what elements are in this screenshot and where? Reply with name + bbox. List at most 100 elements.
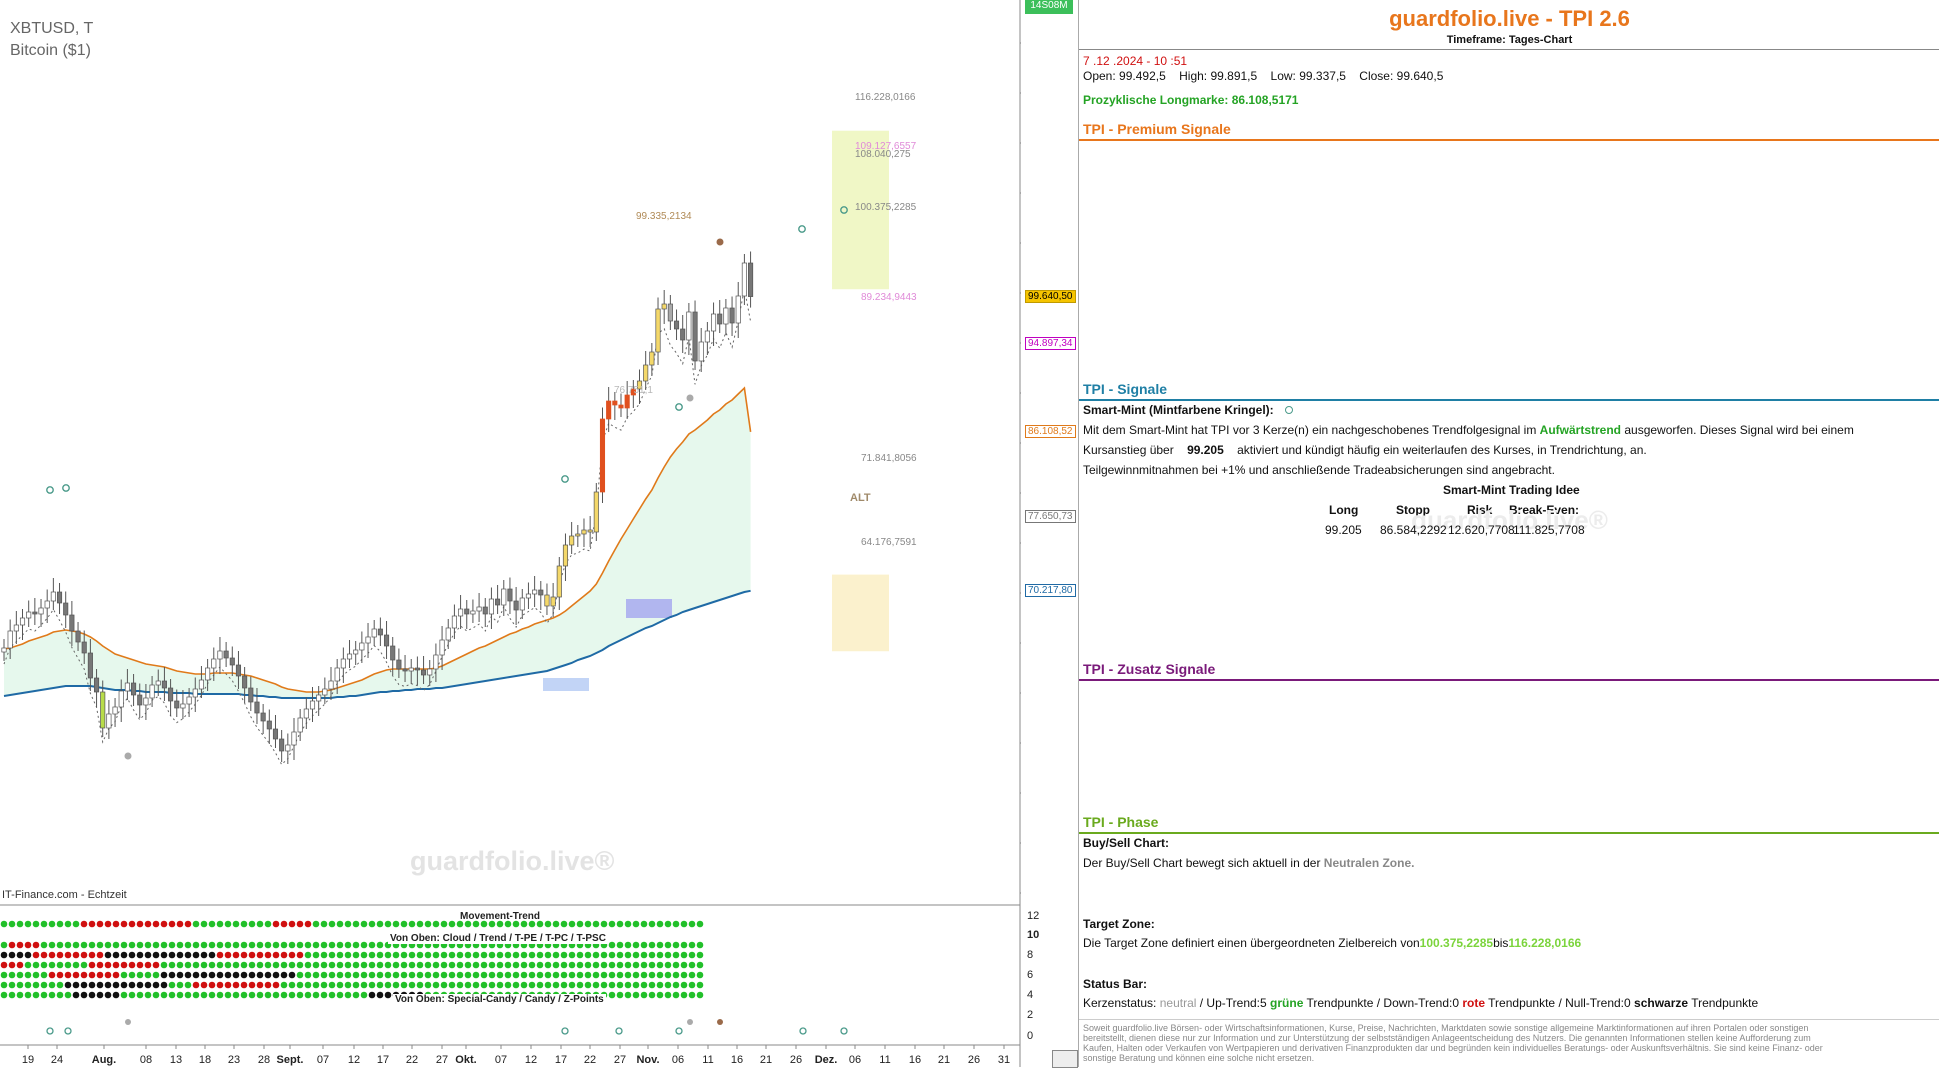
trend-point <box>104 981 112 989</box>
trend-point <box>32 941 40 949</box>
idea-value-stopp: 86.584,2292 <box>1380 523 1447 537</box>
candle-body <box>501 588 507 606</box>
trend-point <box>144 961 152 969</box>
trend-point <box>680 941 688 949</box>
trend-point <box>464 971 472 979</box>
trend-point <box>136 981 144 989</box>
trend-point <box>8 951 16 959</box>
candle-body <box>254 701 260 714</box>
trend-point <box>480 961 488 969</box>
trend-point <box>160 951 168 959</box>
tz-to: 116.228,0166 <box>1508 936 1582 950</box>
candle-body <box>297 717 303 733</box>
chart-settings-icon[interactable] <box>1052 1050 1078 1068</box>
trend-point <box>136 951 144 959</box>
trend-point <box>16 971 24 979</box>
trend-point <box>272 981 280 989</box>
mint-circle-marker <box>840 206 848 214</box>
x-tick-label: 07 <box>495 1054 507 1066</box>
trend-point <box>160 941 168 949</box>
sb-head: Status Bar: <box>1083 977 1148 991</box>
trend-point <box>216 981 224 989</box>
trend-point <box>584 961 592 969</box>
trend-point <box>408 920 416 928</box>
candle-body <box>359 642 365 651</box>
trend-point <box>128 981 136 989</box>
trend-point <box>384 991 392 999</box>
trend-point <box>0 920 8 928</box>
trend-point <box>616 941 624 949</box>
panel-title: guardfolio.live - TPI 2.6 <box>1389 6 1630 31</box>
trend-point <box>416 951 424 959</box>
trend-point <box>384 951 392 959</box>
trend-point <box>16 951 24 959</box>
idea-header-long: Long <box>1329 503 1359 517</box>
trend-point <box>128 971 136 979</box>
trend-point <box>56 920 64 928</box>
candle-body <box>618 404 624 409</box>
open-value: 99.492,5 <box>1119 69 1166 83</box>
trend-point <box>480 981 488 989</box>
candle-body <box>550 596 556 607</box>
trend-point <box>248 951 256 959</box>
trend-point <box>232 961 240 969</box>
trend-point <box>616 971 624 979</box>
trend-point <box>312 991 320 999</box>
candle-body <box>482 606 488 615</box>
trend-point <box>408 971 416 979</box>
trend-point <box>328 920 336 928</box>
trend-point <box>192 991 200 999</box>
trend-point <box>0 981 8 989</box>
trend-point <box>8 961 16 969</box>
trend-point <box>656 941 664 949</box>
trend-point <box>240 920 248 928</box>
trend-point <box>328 961 336 969</box>
indicator-axis-label: 6 <box>1027 969 1034 981</box>
trend-point <box>8 991 16 999</box>
trend-point <box>424 951 432 959</box>
chart-area[interactable]: 125.000120.000115.000110.000105.000100.0… <box>0 0 1021 1067</box>
annotation-label: ALT <box>850 492 871 504</box>
candle-body <box>513 600 519 611</box>
trend-point <box>520 971 528 979</box>
candle-body <box>13 624 19 632</box>
candle-body <box>19 617 26 626</box>
price-chart[interactable]: 125.000120.000115.000110.000105.000100.0… <box>0 0 1021 1067</box>
trend-point <box>624 920 632 928</box>
candle-body <box>87 652 93 679</box>
x-tick-label: 23 <box>228 1054 240 1066</box>
x-tick-label: 26 <box>968 1054 980 1066</box>
trend-point <box>440 981 448 989</box>
trend-point <box>312 961 320 969</box>
trend-point <box>304 961 312 969</box>
trend-point <box>496 961 504 969</box>
trend-point <box>192 920 200 928</box>
trend-point <box>136 920 144 928</box>
trend-point <box>216 920 224 928</box>
trend-point <box>360 991 368 999</box>
trend-point <box>72 941 80 949</box>
mint-circle-marker <box>46 486 54 494</box>
trend-point <box>216 991 224 999</box>
x-tick-label: Aug. <box>92 1054 116 1066</box>
candle-body <box>396 659 402 670</box>
candle-body <box>686 311 692 341</box>
candle-body <box>38 607 44 615</box>
trend-point <box>400 971 408 979</box>
x-tick-label: 13 <box>170 1054 182 1066</box>
trend-point <box>256 991 264 999</box>
trend-point <box>544 961 552 969</box>
candle-body <box>458 608 464 617</box>
trend-point <box>432 951 440 959</box>
phase-divider <box>1079 832 1939 834</box>
trend-point <box>504 920 512 928</box>
trend-point <box>256 981 264 989</box>
trend-point <box>40 971 48 979</box>
low-value: 99.337,5 <box>1299 69 1346 83</box>
trend-point <box>376 920 384 928</box>
watermark: guardfolio.live® <box>410 846 615 876</box>
trend-point <box>88 941 96 949</box>
trend-point <box>288 971 296 979</box>
trend-point <box>552 951 560 959</box>
trend-point <box>280 961 288 969</box>
